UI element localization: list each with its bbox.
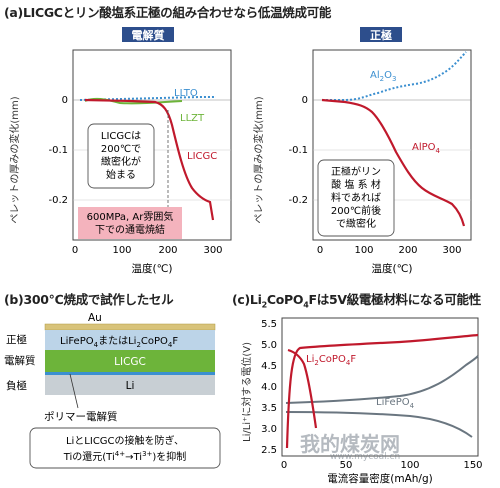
licgc-note-line: 緻密化が [101, 155, 141, 168]
licgc-note-box [87, 123, 155, 189]
right-xtick: 200 [398, 245, 417, 256]
panel-a-title: (a)LICGCとリン酸塩系正極の組み合わせなら低温焼成可能 [4, 5, 332, 20]
polymer-note-line2: Tiの還元(Ti4+→Ti3+)を抑制 [63, 450, 187, 463]
condition-box [78, 207, 182, 239]
watermark: 我的煤炭网 [300, 432, 400, 456]
watermark-url: www.mycoal.cn [330, 452, 401, 462]
left-ytick: 0 [62, 95, 68, 106]
left-xtick: 200 [158, 245, 177, 256]
lifepo4-charge-curve [285, 355, 479, 404]
condition-line: 600MPa, Ar雰囲気 [87, 210, 174, 223]
cathode-note-line: 200℃前後 [331, 204, 381, 217]
c-xtick: 100 [400, 460, 419, 471]
c-xlabel: 電流容量密度(mAh/g) [327, 472, 432, 485]
c-ytick: 4.5 [261, 361, 277, 372]
left-xtick: 0 [72, 245, 78, 256]
cathode-layer [45, 330, 215, 350]
anode-side-label: 負極 [6, 379, 27, 392]
c-ytick: 2.5 [261, 445, 277, 456]
cathode-side-label: 正極 [6, 333, 27, 346]
left-ytick: -0.1 [48, 145, 68, 156]
llto-curve [79, 96, 216, 101]
licgc-note-line: LICGCは [101, 130, 141, 142]
c-ytick: 5.5 [261, 319, 277, 330]
right-xtick: 100 [354, 245, 373, 256]
licgc-label: LICGC [187, 151, 217, 162]
cathode-note-line: で緻密化 [336, 217, 376, 230]
llzt-label: LLZT [180, 113, 205, 124]
polymer-note-line1: LiとLICGCの接触を防ぎ、 [66, 434, 184, 447]
li2copo4f-label: Li2CoPO4F [306, 354, 356, 367]
right-ytick: -0.1 [288, 145, 308, 156]
c-ytick: 4.0 [261, 382, 277, 393]
li2copo4f-discharge-curve [287, 348, 318, 429]
anode-layer-label: Li [126, 380, 135, 392]
left-ylabel: ペレットの厚みの変化(mm) [8, 96, 21, 223]
cathode-note-box [317, 159, 395, 237]
polymer-layer [45, 372, 215, 375]
li2copo4f-charge-curve [285, 333, 479, 449]
polymer-pointer [69, 373, 79, 409]
panel-b-title: (b)300℃焼成で試作したセル [4, 292, 174, 307]
electrolyte-layer [45, 350, 215, 372]
lifepo4-discharge-curve [285, 411, 473, 438]
cathode-header: 正極 [370, 28, 392, 42]
left-xtick: 100 [112, 245, 131, 256]
licgc-note-line: 始まる [106, 168, 136, 181]
right-ylabel: ペレットの厚みの変化(mm) [252, 96, 265, 223]
left-axes-frame [72, 49, 232, 241]
polymer-note-box [29, 427, 221, 469]
right-xtick: 0 [317, 245, 323, 256]
alpo4-curve [321, 98, 466, 227]
licgc-note-line: 200℃で [101, 144, 141, 155]
right-xlabel: 温度(℃) [372, 262, 413, 275]
c-axes-frame [281, 317, 479, 457]
c-xtick: 150 [463, 460, 482, 471]
anode-layer [45, 375, 215, 395]
right-xtick: 300 [442, 245, 461, 256]
cathode-note-line: 正極がリン [331, 165, 381, 178]
cathode-layer-label: LiFePO4またはLi2CoPO4F [60, 335, 178, 349]
electrolyte-layer-label: LICGC [114, 356, 146, 368]
electrolyte-side-label: 電解質 [4, 354, 36, 367]
right-ytick: -0.2 [288, 195, 308, 206]
polymer-label: ポリマー電解質 [44, 410, 118, 423]
al2o3-label: Al2O3 [370, 70, 396, 83]
lifepo4-label: LiFePO4 [376, 397, 415, 410]
c-ytick: 3.5 [261, 403, 277, 414]
c-ytick: 5.0 [261, 340, 277, 351]
cathode-note-line: 料であれば [331, 191, 381, 204]
c-ytick: 3.0 [261, 424, 277, 435]
cathode-header-box [360, 27, 402, 42]
c-ylabel: Li/Li⁺に対する電位(V) [240, 342, 253, 442]
cathode-note-line: 酸 塩 系 材 [331, 178, 381, 191]
llto-label: LLTO [174, 88, 198, 99]
left-ytick: -0.2 [48, 195, 68, 206]
condition-line: 下での通電焼結 [95, 223, 165, 236]
left-xtick: 300 [203, 245, 222, 256]
au-label: Au [88, 312, 102, 324]
right-ytick: 0 [302, 95, 308, 106]
left-xlabel: 温度(℃) [132, 262, 173, 275]
electrolyte-header-box [122, 27, 174, 42]
electrolyte-header: 電解質 [132, 28, 165, 42]
al2o3-curve [322, 51, 467, 101]
c-xtick: 0 [281, 460, 287, 471]
licgc-curve [84, 98, 215, 221]
right-axes-frame [312, 49, 472, 241]
alpo4-label: AlPO4 [412, 142, 441, 155]
c-xtick: 50 [340, 460, 353, 471]
panel-c-title: (c)Li2CoPO4Fは5V級電極材料になる可能性 [232, 292, 481, 310]
